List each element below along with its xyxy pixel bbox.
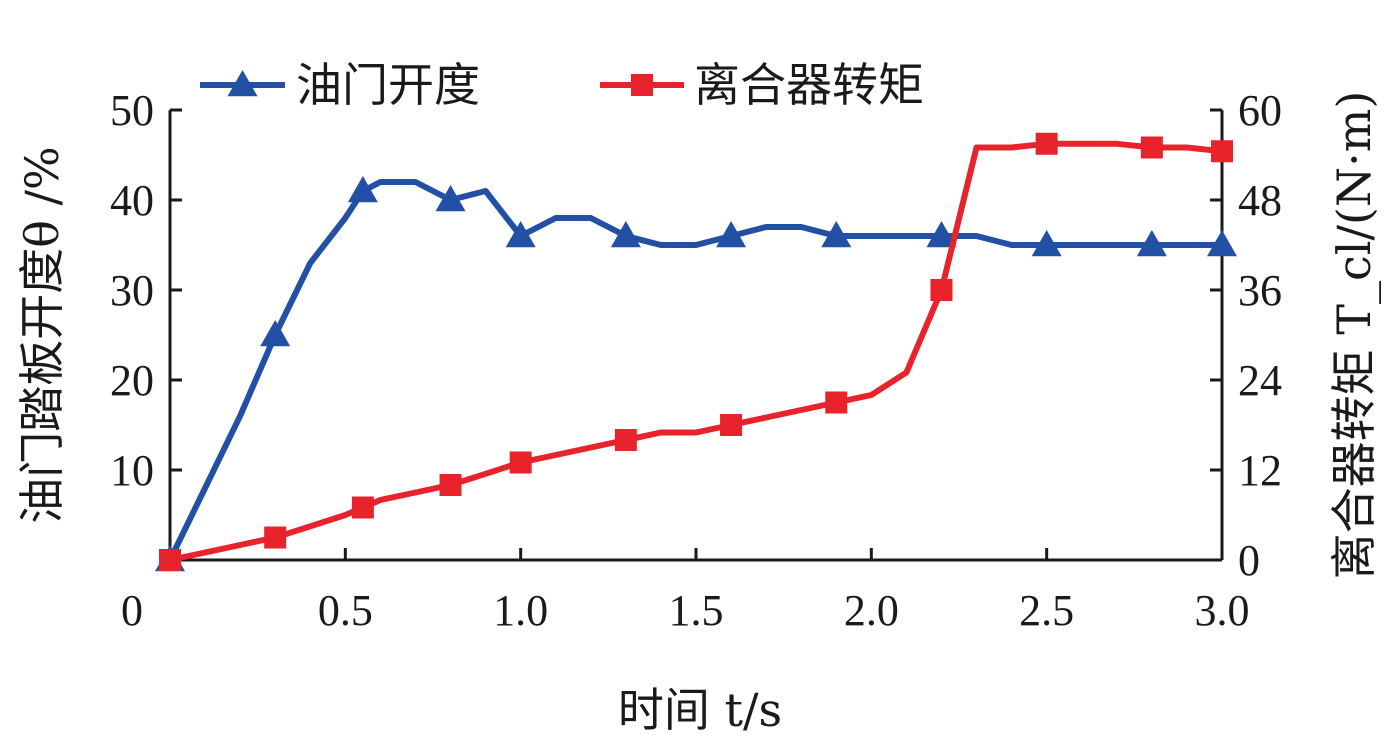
data-point-marker (926, 221, 957, 248)
data-point-marker (439, 474, 462, 496)
data-point-marker (347, 176, 378, 203)
data-point-marker (1136, 230, 1167, 257)
y-left-tick-label: 30 (110, 266, 154, 315)
series-clutch (159, 132, 1233, 571)
legend-item: 油门开度 (200, 58, 480, 112)
y-left-tick-label: 40 (110, 176, 154, 225)
data-point-marker (614, 429, 637, 451)
legend-item: 离合器转矩 (600, 58, 924, 112)
data-point-marker (720, 414, 743, 436)
data-point-marker (1035, 132, 1058, 155)
x-tick-label: 0 (121, 586, 143, 635)
legend-marker (227, 70, 258, 97)
x-axis-label: 时间 t/s (618, 683, 782, 737)
x-tick-label: 2.0 (844, 586, 899, 635)
y-right-tick-label: 0 (1238, 536, 1260, 585)
data-point-marker (1211, 140, 1233, 163)
series-line (167, 179, 1222, 562)
y-right-tick-label: 24 (1238, 356, 1282, 405)
data-point-marker (1031, 230, 1062, 257)
y-right-tick-label: 36 (1238, 266, 1282, 315)
legend: 油门开度 离合器转矩 (200, 58, 924, 112)
data-point-marker (610, 221, 641, 248)
series-throttle (155, 176, 1237, 572)
x-tick-label: 0.5 (318, 586, 373, 635)
y-left-tick-label: 20 (110, 356, 154, 405)
data-point-marker (821, 221, 852, 248)
axes: 0 0.5 1.0 1.5 2.0 2.5 3.0 10 20 30 40 50 0 12 24 36 48 60 (110, 86, 1282, 635)
y-right-tick-label: 60 (1238, 86, 1282, 135)
data-point-marker (435, 185, 466, 212)
x-tick-label: 1.5 (669, 586, 724, 635)
y-left-tick-label: 10 (110, 446, 154, 495)
data-point-marker (509, 451, 532, 474)
data-point-marker (716, 221, 747, 248)
legend-label: 油门开度 (296, 58, 480, 112)
series-layer (155, 132, 1237, 572)
y-left-tick-label: 50 (110, 86, 154, 135)
data-point-marker (264, 526, 287, 549)
data-point-marker (159, 549, 181, 571)
y-right-tick-label: 48 (1238, 176, 1282, 225)
legend-marker (631, 74, 653, 96)
y-axis-right-label: 离合器转矩 T_cl/(N·m) (1327, 91, 1381, 580)
legend-label: 离合器转矩 (694, 58, 924, 112)
data-point-marker (351, 496, 374, 519)
data-point-marker (260, 320, 291, 347)
data-point-marker (930, 279, 953, 301)
data-point-marker (825, 391, 848, 414)
data-point-marker (505, 221, 536, 248)
data-point-marker (1207, 230, 1237, 257)
y-right-tick-label: 12 (1238, 446, 1282, 495)
y-axis-left-label: 油门踏板开度θ /% (15, 146, 69, 524)
x-tick-label: 3.0 (1195, 586, 1250, 635)
x-tick-label: 1.0 (493, 586, 548, 635)
series-line (169, 140, 1223, 563)
x-tick-label: 2.5 (1019, 586, 1074, 635)
data-point-marker (1140, 136, 1163, 159)
